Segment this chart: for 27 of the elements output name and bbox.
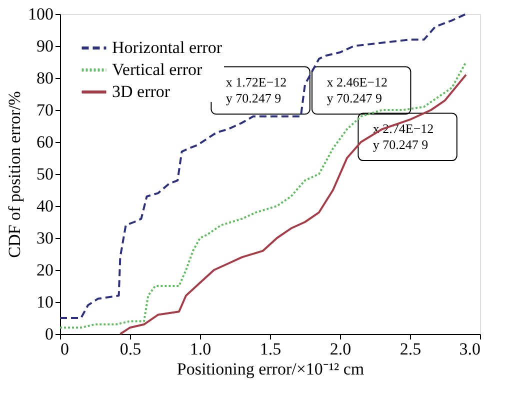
x-tick-label: 1.0 [190, 340, 212, 358]
y-tick-label: 0 [45, 324, 54, 344]
y-tick-label: 50 [36, 164, 54, 184]
x-tick-label: 0.5 [120, 340, 142, 358]
x-tick-label: 2.5 [400, 340, 422, 358]
legend-label: 3D error [112, 82, 170, 101]
y-axis-title: CDF of position error/% [5, 91, 24, 258]
y-tick-label: 10 [36, 292, 54, 312]
y-tick-label: 80 [36, 68, 54, 88]
x-tick-label: 1.5 [260, 340, 282, 358]
legend-label: Vertical error [112, 60, 202, 79]
line-series [59, 13, 467, 319]
y-tick-label: 40 [36, 196, 54, 216]
x-tick-label: 2.0 [330, 340, 352, 358]
x-tick-label: 0 [60, 340, 69, 358]
x-tick-label: 3.0 [459, 340, 480, 358]
legend-label: Horizontal error [112, 38, 222, 57]
y-tick-label: 90 [36, 36, 54, 56]
y-tick-label: 30 [36, 228, 54, 248]
x-axis-title: Positioning error/×10⁻¹² cm [176, 360, 364, 378]
y-tick-label: 20 [36, 260, 54, 280]
annotation: x 1.72E−12 y 70.247 9 [226, 74, 287, 106]
y-tick-label: 60 [36, 132, 54, 152]
annotation: x 2.46E−12 y 70.247 9 [326, 74, 388, 106]
y-tick-label: 70 [36, 100, 54, 120]
y-tick-label: 100 [28, 4, 54, 24]
line-series [59, 61, 467, 329]
